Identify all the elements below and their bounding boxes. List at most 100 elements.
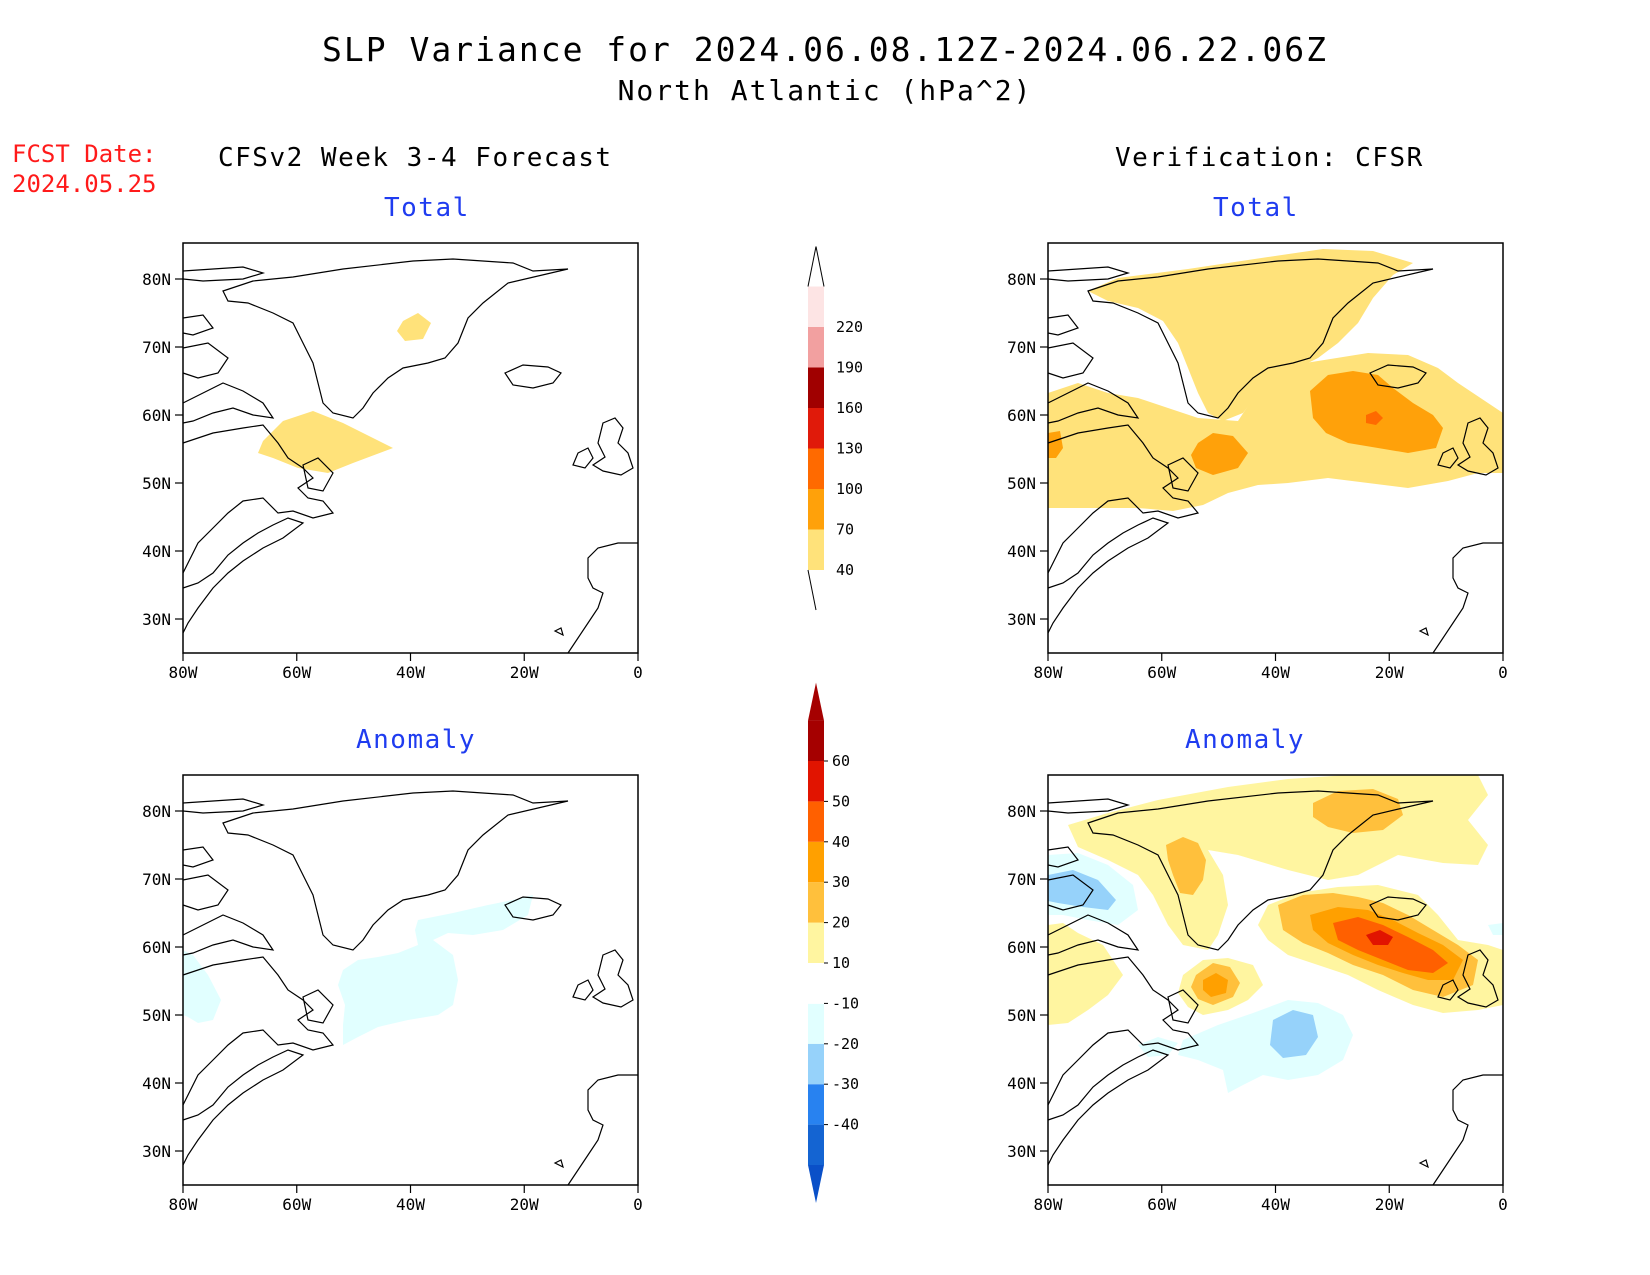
verification-anomaly-fill: [1048, 775, 1503, 1093]
colorbar-label: 160: [836, 399, 863, 417]
colorbar-label: -10: [832, 994, 859, 1012]
contour-20-fill: [1313, 789, 1403, 833]
colorbar-segment: [808, 801, 824, 842]
lat-tick-label: 70N: [1007, 870, 1036, 889]
lat-tick-label: 60N: [1007, 406, 1036, 425]
lon-tick-label: 20W: [510, 1195, 539, 1214]
right-column-title: Verification: CFSR: [1115, 143, 1424, 173]
colorbar-segment: [808, 1124, 824, 1165]
lat-tick-label: 50N: [142, 474, 171, 493]
lat-tick-label: 50N: [142, 1006, 171, 1025]
lon-tick-label: 0: [1498, 1195, 1508, 1214]
contour-70-fill: [1048, 431, 1063, 458]
colorbar-label: 220: [836, 318, 863, 336]
lon-tick-label: 80W: [1034, 1195, 1063, 1214]
lat-tick-label: 40N: [1007, 1074, 1036, 1093]
lat-tick-label: 50N: [1007, 474, 1036, 493]
colorbar-segment: [808, 1043, 824, 1085]
main-title: SLP Variance for 2024.06.08.12Z-2024.06.…: [322, 30, 1328, 69]
colorbar-label: 20: [832, 914, 850, 932]
lon-tick-label: 0: [633, 1195, 643, 1214]
lon-tick-label: 60W: [1147, 1195, 1176, 1214]
lon-tick-label: 60W: [1147, 663, 1176, 682]
colorbar-segment: [808, 286, 824, 327]
fcst-date-value: 2024.05.25: [12, 170, 157, 198]
contour-40-fill: [1088, 249, 1413, 421]
colorbar-segment: [808, 367, 824, 408]
colorbar-segment: [808, 448, 824, 489]
forecast-total-map: [182, 242, 639, 654]
axes-layer: 80N 70N 60N 50N 40N 30N 80W 60W 40W 20W 0 80N 70N 60N…: [142, 270, 1508, 1214]
verification-total-label: Total: [1213, 193, 1299, 223]
contour-neg10-fill: [338, 895, 533, 1045]
lat-tick-label: 60N: [1007, 938, 1036, 957]
verification-total-map: [1047, 242, 1504, 654]
lat-tick-label: 30N: [1007, 1142, 1036, 1161]
verification-anomaly-label: Anomaly: [1185, 725, 1306, 755]
colorbar-segment: [808, 1003, 824, 1044]
lat-tick-label: 30N: [142, 610, 171, 629]
colorbar-label: 30: [832, 873, 850, 891]
lat-tick-label: 70N: [142, 338, 171, 357]
colorbar-segment: [808, 841, 824, 883]
contour-40a-fill: [1333, 917, 1448, 973]
contour-neg20-fill: [1048, 870, 1116, 910]
lat-tick-label: 80N: [1007, 802, 1036, 821]
lon-tick-label: 60W: [282, 663, 311, 682]
colorbar-segment: [808, 408, 824, 449]
colorbar-end-line: [807, 569, 817, 611]
contour-100-fill: [1366, 411, 1383, 425]
colorbar-label: 10: [832, 954, 850, 972]
forecast-anomaly-label: Anomaly: [356, 725, 477, 755]
lon-tick-label: 0: [1498, 663, 1508, 682]
main-subtitle: North Atlantic (hPa^2): [617, 74, 1033, 107]
lon-tick-label: 60W: [282, 1195, 311, 1214]
colorbar-label: 130: [836, 440, 863, 458]
lat-tick-label: 30N: [1007, 610, 1036, 629]
lat-tick-label: 70N: [142, 870, 171, 889]
anomaly-colorbar: -40 -30 -20 -10 10 20 30 40 50 60: [807, 682, 859, 1203]
colorbar-segment: [808, 922, 824, 963]
colorbar-segment: [808, 761, 824, 802]
colorbar-label: 100: [836, 480, 863, 498]
forecast-anomaly-map: [182, 774, 639, 1186]
colorbar-segment: [808, 1084, 824, 1125]
lat-tick-label: 70N: [1007, 338, 1036, 357]
colorbar-label: -30: [832, 1075, 859, 1093]
lat-tick-label: 60N: [142, 406, 171, 425]
lon-tick-label: 40W: [1261, 1195, 1290, 1214]
lon-tick-label: 20W: [1375, 1195, 1404, 1214]
total-colorbar: 40 70 100 130 160 190 220: [807, 246, 863, 611]
colorbar-segment: [808, 882, 824, 923]
colorbar-label: -20: [832, 1035, 859, 1053]
fcst-date-label: FCST Date:: [12, 140, 157, 168]
lon-tick-label: 80W: [169, 1195, 198, 1214]
contour-10-fill: [1048, 923, 1123, 1025]
verification-anomaly-map: [1047, 774, 1504, 1186]
lon-tick-label: 20W: [510, 663, 539, 682]
verification-total-fill: [1048, 249, 1503, 511]
lat-tick-label: 60N: [142, 938, 171, 957]
lat-tick-label: 40N: [142, 1074, 171, 1093]
colorbar-label: 190: [836, 359, 863, 377]
colorbar-segment: [808, 529, 824, 570]
lon-tick-label: 20W: [1375, 663, 1404, 682]
contour-neg10-fill: [1488, 923, 1503, 935]
contour-40-fill: [258, 411, 393, 473]
colorbar-cap-bottom: [808, 1165, 824, 1203]
colorbar-segment: [807, 962, 825, 1004]
lon-tick-label: 80W: [169, 663, 198, 682]
colorbar-label: 40: [836, 561, 854, 579]
lat-tick-label: 80N: [142, 802, 171, 821]
lon-tick-label: 0: [633, 663, 643, 682]
forecast-anomaly-fill: [183, 895, 533, 1045]
lat-tick-label: 40N: [142, 542, 171, 561]
colorbar-label: 50: [832, 792, 850, 810]
colorbar-label: -40: [832, 1116, 859, 1134]
forecast-total-fill: [258, 313, 431, 473]
colorbar-label: 60: [832, 752, 850, 770]
colorbar-cap-top: [808, 682, 824, 721]
colorbar-end-line: [807, 246, 817, 287]
lat-tick-label: 80N: [142, 270, 171, 289]
